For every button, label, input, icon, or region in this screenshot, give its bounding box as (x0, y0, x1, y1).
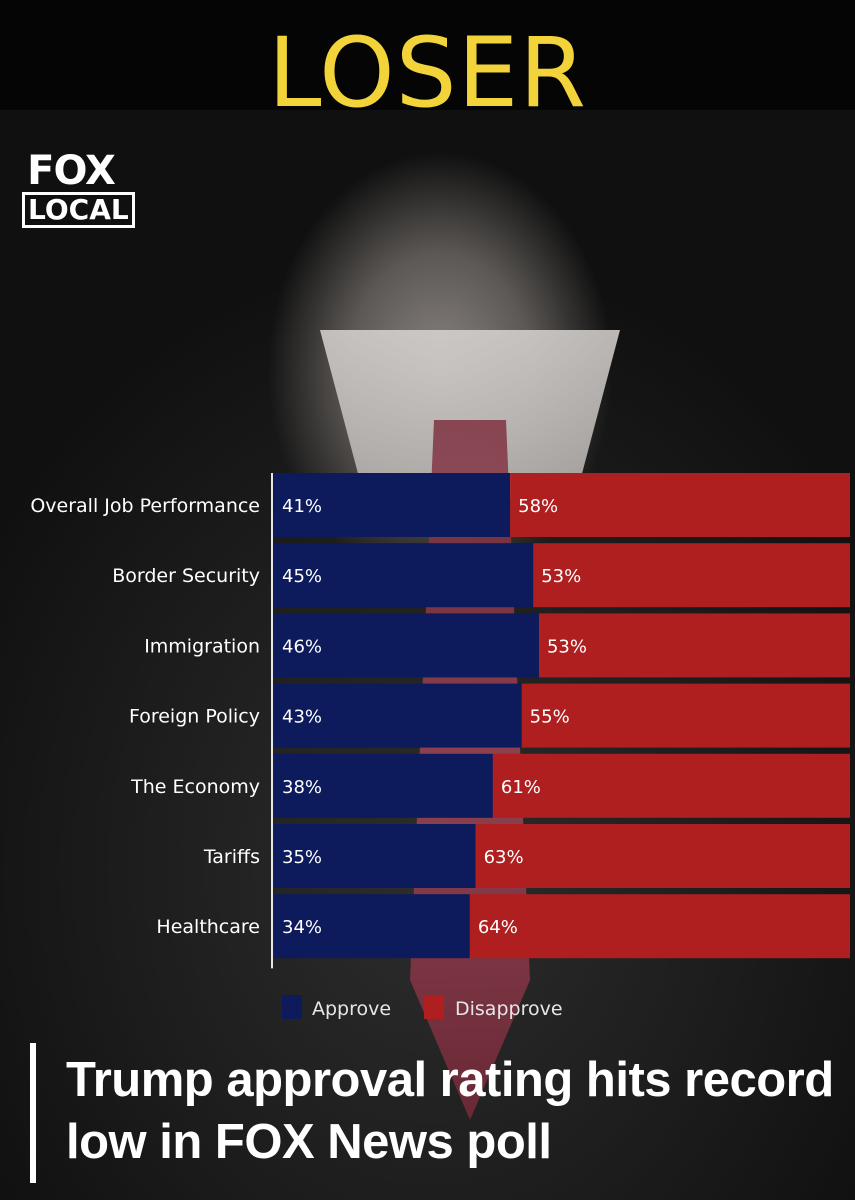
headline: Trump approval rating hits record low in… (30, 1043, 834, 1183)
disapprove-bar (475, 824, 850, 888)
approve-bar (274, 683, 522, 748)
approve-value-label: 43% (282, 707, 322, 728)
fox-local-logo: FOX LOCAL (22, 148, 135, 236)
approve-value-label: 45% (282, 566, 322, 587)
disapprove-bar (469, 894, 850, 959)
approve-bar (274, 753, 493, 818)
approval-chart: Overall Job Performance 41% 58% Border Secu… (30, 473, 850, 1020)
disapprove-bar (538, 613, 850, 678)
disapprove-bar (533, 543, 850, 608)
category-label: Healthcare (156, 916, 260, 938)
approve-bar (274, 543, 534, 608)
category-label: Tariffs (203, 846, 260, 868)
disapprove-value-label: 58% (518, 496, 558, 517)
logo-bottom-text: LOCAL (22, 192, 135, 228)
category-label: The Economy (130, 776, 260, 798)
legend-approve-swatch (282, 995, 302, 1019)
disapprove-value-label: 53% (541, 566, 581, 587)
disapprove-value-label: 53% (547, 636, 587, 657)
disapprove-bar (510, 473, 850, 537)
approve-value-label: 38% (282, 777, 322, 798)
disapprove-value-label: 63% (484, 847, 524, 868)
category-label: Foreign Policy (129, 706, 260, 728)
top-banner: LOSER (0, 0, 855, 128)
disapprove-value-label: 55% (530, 707, 570, 728)
category-label: Immigration (144, 635, 260, 657)
category-label: Border Security (112, 565, 260, 587)
approve-value-label: 46% (282, 636, 322, 657)
approve-bar (274, 613, 539, 678)
approve-bar (274, 473, 511, 537)
legend-disapprove-label: Disapprove (455, 998, 563, 1020)
approve-value-label: 35% (282, 847, 322, 868)
approve-bar (274, 894, 470, 959)
disapprove-bar (521, 683, 850, 748)
approve-value-label: 34% (282, 917, 322, 938)
banner-text: LOSER (268, 17, 587, 129)
legend-disapprove-swatch (424, 995, 444, 1019)
legend-approve-label: Approve (312, 998, 391, 1020)
disapprove-value-label: 61% (501, 777, 541, 798)
category-label: Overall Job Performance (30, 495, 260, 517)
approve-value-label: 41% (282, 496, 322, 517)
disapprove-bar (492, 753, 850, 818)
headline-accent-bar (30, 1043, 36, 1183)
logo-top-text: FOX (27, 148, 116, 194)
headline-text: Trump approval rating hits record low in… (66, 1053, 834, 1169)
approve-bar (274, 824, 476, 888)
disapprove-value-label: 64% (478, 917, 518, 938)
